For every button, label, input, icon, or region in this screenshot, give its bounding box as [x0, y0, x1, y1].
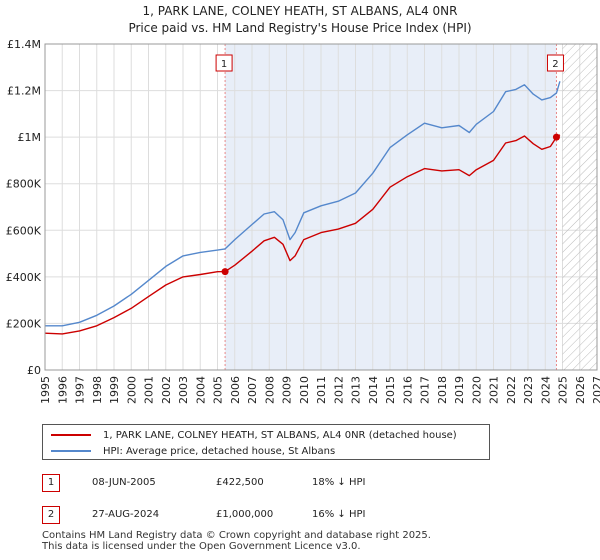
legend: 1, PARK LANE, COLNEY HEATH, ST ALBANS, A…: [42, 424, 490, 460]
footer-licence: This data is licensed under the Open Gov…: [42, 541, 361, 552]
legend-hpi-label: HPI: Average price, detached house, St A…: [103, 445, 336, 457]
y-tick-label: £1M: [18, 131, 42, 144]
x-tick-label: 2004: [194, 376, 207, 404]
sale-2-chart-label: 2: [552, 59, 558, 70]
shaded-span: [225, 44, 557, 370]
x-tick-label: 1999: [108, 376, 121, 404]
x-tick-label: 2022: [505, 376, 518, 404]
x-tick-label: 2018: [436, 376, 449, 404]
x-tick-label: 2010: [298, 376, 311, 404]
x-tick-label: 2023: [522, 376, 535, 404]
x-tick-label: 2002: [160, 376, 173, 404]
y-tick-label: £400K: [6, 271, 42, 284]
y-tick-label: £800K: [6, 178, 42, 191]
sale-1-chart-label: 1: [221, 59, 227, 70]
x-tick-label: 2017: [419, 376, 432, 404]
x-tick-label: 2020: [470, 376, 483, 404]
chart-subtitle: Price paid vs. HM Land Registry's House …: [128, 21, 472, 35]
x-tick-label: 2019: [453, 376, 466, 404]
x-tick-label: 2012: [332, 376, 345, 404]
x-tick-label: 2011: [315, 376, 328, 404]
x-tick-label: 2014: [367, 376, 380, 404]
chart-title: 1, PARK LANE, COLNEY HEATH, ST ALBANS, A…: [142, 4, 458, 18]
y-tick-label: £0: [27, 364, 41, 377]
x-tick-label: 2005: [212, 376, 225, 404]
x-tick-label: 1996: [56, 376, 69, 404]
y-tick-label: £200K: [6, 317, 42, 330]
x-tick-label: 1998: [91, 376, 104, 404]
future-hatch: [562, 44, 597, 370]
property-price-line: [44, 134, 561, 335]
footer-copyright: Contains HM Land Registry data © Crown c…: [42, 530, 431, 541]
plot-frame: [44, 43, 598, 371]
sale-2-hpi: 16% ↓ HPI: [312, 509, 366, 520]
legend-item-property: 1, PARK LANE, COLNEY HEATH, ST ALBANS, A…: [51, 427, 457, 443]
sale-2-price: £1,000,000: [216, 509, 274, 520]
y-tick-label: £1.2M: [7, 85, 41, 98]
x-tick-label: 2007: [246, 376, 259, 404]
sale-1-badge: 1: [42, 474, 60, 492]
x-tick-label: 2006: [229, 376, 242, 404]
legend-property-swatch: [51, 434, 91, 436]
x-tick-label: 2008: [263, 376, 276, 404]
sale-2-point: [552, 133, 560, 141]
x-tick-label: 2000: [125, 376, 138, 404]
x-tick-label: 2021: [488, 376, 501, 404]
sale-1-point: [221, 268, 229, 276]
sale-2-chart-badge: [546, 54, 564, 72]
x-tick-label: 2001: [143, 376, 156, 404]
sale-2-date: 27-AUG-2024: [92, 509, 160, 520]
sale-1-hpi: 18% ↓ HPI: [312, 477, 366, 488]
legend-hpi-swatch: [51, 450, 91, 452]
sale-1-chart-badge: [215, 54, 233, 72]
x-tick-label: 2016: [401, 376, 414, 404]
x-tick-label: 2013: [350, 376, 363, 404]
x-tick-label: 2026: [574, 376, 587, 404]
price-chart: £0 £200K £400K £600K £800K £1M £1.2M £1.4M 1995…: [6, 38, 600, 404]
legend-item-hpi: HPI: Average price, detached house, St A…: [51, 443, 335, 459]
y-tick-label: £600K: [6, 224, 42, 237]
x-tick-label: 2024: [539, 376, 552, 404]
x-tick-label: 2009: [281, 376, 294, 404]
hpi-line: [45, 81, 561, 327]
x-tick-label: 2025: [557, 376, 570, 404]
sale-1-date: 08-JUN-2005: [92, 477, 156, 488]
x-tick-label: 2015: [384, 376, 397, 404]
y-tick-label: £1.4M: [7, 38, 41, 51]
sale-2-badge: 2: [42, 506, 60, 524]
sale-1-price: £422,500: [216, 477, 264, 488]
legend-property-label: 1, PARK LANE, COLNEY HEATH, ST ALBANS, A…: [103, 429, 457, 441]
x-tick-label: 2027: [591, 376, 600, 404]
x-tick-label: 1995: [39, 376, 52, 404]
x-tick-label: 2003: [177, 376, 190, 404]
x-tick-label: 1997: [74, 376, 87, 404]
